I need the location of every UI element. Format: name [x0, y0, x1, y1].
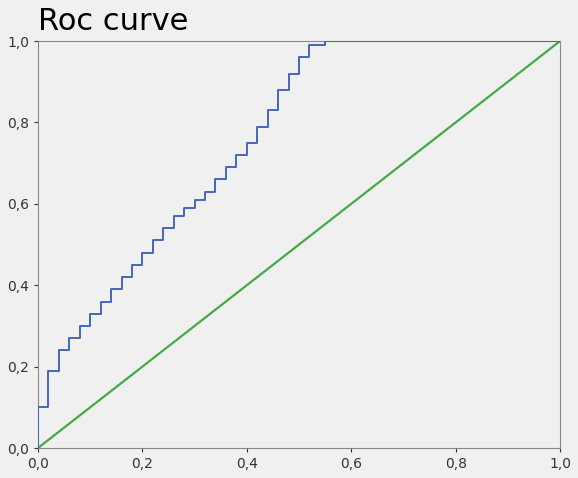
Text: Roc curve: Roc curve	[38, 7, 188, 36]
